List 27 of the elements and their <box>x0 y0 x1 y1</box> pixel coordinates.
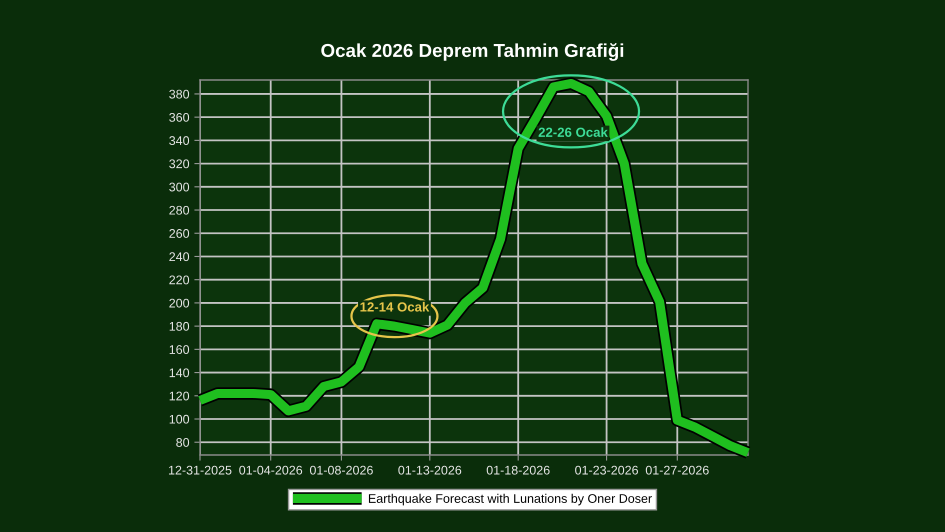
y-tick-label: 80 <box>176 438 190 447</box>
annotation: 12-14 Ocak <box>360 302 430 312</box>
y-tick-label: 140 <box>170 368 190 378</box>
annotation: 22-26 Ocak <box>538 127 608 137</box>
y-tick-label: 220 <box>169 275 190 284</box>
y-tick-label: 120 <box>170 392 190 400</box>
y-tick-label: 380 <box>169 90 190 99</box>
y-tick-label: 340 <box>169 136 190 146</box>
x-tick-label: 01-08-2026 <box>310 466 373 475</box>
y-tick-label: 260 <box>169 229 190 238</box>
y-tick-label: 100 <box>170 414 190 424</box>
y-tick-label: 160 <box>170 345 190 354</box>
x-tick-label: 01-23-2026 <box>575 466 638 475</box>
y-tick-label: 300 <box>169 182 190 192</box>
y-tick-label: 280 <box>169 206 190 215</box>
x-tick-label: 01-13-2026 <box>398 466 462 475</box>
y-tick-label: 200 <box>169 298 190 308</box>
x-tick-label: 01-27-2026 <box>646 466 709 475</box>
y-tick-label: 180 <box>170 322 190 331</box>
x-tick-label: 12-31-2025 <box>168 466 232 475</box>
y-tick-label: 360 <box>169 112 190 122</box>
x-tick-label: 01-04-2026 <box>239 466 302 475</box>
chart-title: Ocak 2026 Deprem Tahmin Grafiği <box>321 43 624 61</box>
text: Earthquake Forecast with Lunations by Oner Doser <box>368 494 652 506</box>
x-tick-label: 01-18-2026 <box>486 466 550 475</box>
y-tick-label: 240 <box>169 252 190 262</box>
y-tick-label: 320 <box>169 159 190 168</box>
